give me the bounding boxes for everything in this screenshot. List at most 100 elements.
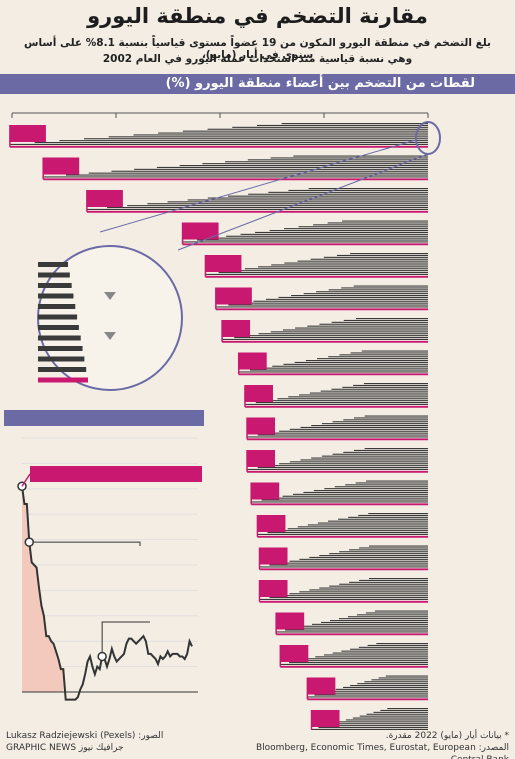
month-bar bbox=[283, 363, 428, 365]
month-bar bbox=[272, 365, 428, 367]
month-bar bbox=[281, 123, 428, 125]
month-bar bbox=[378, 677, 428, 679]
month-bar bbox=[288, 396, 428, 398]
month-bar bbox=[331, 321, 428, 323]
month-bar bbox=[314, 694, 428, 696]
month-bar bbox=[289, 428, 428, 430]
month-bar bbox=[373, 711, 428, 713]
month-bar bbox=[329, 620, 428, 622]
month-bar bbox=[257, 533, 428, 535]
month-bar bbox=[269, 230, 428, 232]
month-bar bbox=[279, 430, 428, 432]
month-bar bbox=[259, 566, 428, 568]
month-bar bbox=[215, 306, 428, 308]
month-bar bbox=[278, 296, 428, 298]
month-bar bbox=[244, 403, 428, 405]
month-bar bbox=[158, 132, 428, 134]
page-title: مقارنة التضخم في منطقة اليورو bbox=[87, 4, 428, 28]
month-bar bbox=[261, 499, 428, 501]
bar-row bbox=[306, 675, 428, 701]
month-bar bbox=[249, 369, 428, 371]
month-bar bbox=[232, 126, 428, 128]
month-bar bbox=[353, 417, 428, 419]
month-bar bbox=[324, 488, 428, 490]
month-bar bbox=[59, 140, 428, 142]
month-bar bbox=[294, 627, 428, 629]
month-bar bbox=[134, 168, 429, 170]
month-bar bbox=[255, 231, 428, 233]
month-bar bbox=[231, 270, 428, 272]
month-bar bbox=[332, 453, 428, 455]
month-bar bbox=[244, 268, 428, 270]
bar-row bbox=[275, 610, 428, 636]
recent-period-fill bbox=[22, 486, 64, 692]
month-bar bbox=[295, 327, 428, 329]
month-bar bbox=[349, 549, 428, 551]
month-bar bbox=[182, 130, 428, 132]
month-bar bbox=[313, 224, 428, 226]
value-box bbox=[247, 417, 276, 435]
month-bar bbox=[312, 623, 428, 625]
month-bar bbox=[321, 621, 428, 623]
month-bar bbox=[307, 696, 428, 698]
inset-month-bar bbox=[38, 272, 70, 278]
bar-row bbox=[310, 708, 428, 730]
month-bar bbox=[303, 293, 428, 295]
month-bar bbox=[306, 658, 428, 660]
month-bar bbox=[227, 195, 428, 197]
month-bar bbox=[355, 482, 428, 484]
month-bar bbox=[341, 287, 428, 289]
bar-row bbox=[246, 415, 428, 441]
bar-row bbox=[9, 123, 429, 148]
month-bar bbox=[268, 432, 428, 434]
value-box bbox=[9, 125, 46, 142]
month-bar bbox=[182, 241, 428, 243]
month-bar bbox=[248, 193, 428, 195]
month-bar bbox=[307, 325, 428, 327]
month-bar bbox=[321, 455, 428, 457]
bar-row bbox=[258, 545, 428, 571]
intro-line-2: وهي نسبة قياسية منذ استحداث عملة اليورو … bbox=[102, 53, 413, 65]
month-bar bbox=[341, 650, 428, 652]
month-bar bbox=[323, 654, 428, 656]
month-bar bbox=[253, 300, 428, 302]
month-bar bbox=[261, 367, 428, 369]
month-bar bbox=[309, 556, 428, 558]
month-bar bbox=[270, 157, 428, 159]
month-bar bbox=[234, 337, 428, 339]
month-bar bbox=[303, 625, 428, 627]
zoom-connector bbox=[99, 139, 417, 233]
value-box bbox=[280, 645, 309, 662]
zoom-connector bbox=[177, 153, 429, 251]
month-bar bbox=[9, 143, 428, 145]
month-bar bbox=[279, 562, 428, 564]
bar-row bbox=[258, 578, 428, 603]
month-bar bbox=[297, 260, 428, 262]
inset-month-bar bbox=[38, 346, 83, 351]
month-bar bbox=[282, 495, 428, 497]
month-bar bbox=[376, 643, 428, 645]
arrow-down-icon bbox=[104, 292, 116, 300]
month-bar bbox=[311, 728, 428, 730]
month-bar bbox=[350, 648, 428, 650]
inset-month-bar bbox=[38, 262, 68, 267]
bar-row bbox=[237, 350, 428, 376]
month-bar bbox=[321, 692, 428, 694]
month-bar bbox=[34, 142, 428, 144]
highlight-point bbox=[97, 651, 107, 662]
month-bar bbox=[285, 629, 428, 631]
source-line: المصدر: Bloomberg, Economic Times, Euros… bbox=[255, 743, 509, 759]
month-bar bbox=[356, 614, 428, 616]
month-bar bbox=[292, 493, 428, 495]
month-bar bbox=[299, 394, 428, 396]
callout-leader bbox=[21, 473, 31, 487]
month-bar bbox=[317, 358, 428, 360]
value-box bbox=[215, 287, 252, 305]
photo-credit: الصور: Lukasz Radziejewski (Pexels) bbox=[6, 731, 164, 741]
month-bar bbox=[387, 708, 428, 710]
month-bar bbox=[156, 166, 428, 168]
inset-month-bar bbox=[38, 335, 81, 341]
month-bar bbox=[369, 578, 428, 580]
section-title: لقطات من التضخم بين أعضاء منطقة اليورو (… bbox=[165, 76, 475, 91]
value-box bbox=[259, 580, 288, 597]
